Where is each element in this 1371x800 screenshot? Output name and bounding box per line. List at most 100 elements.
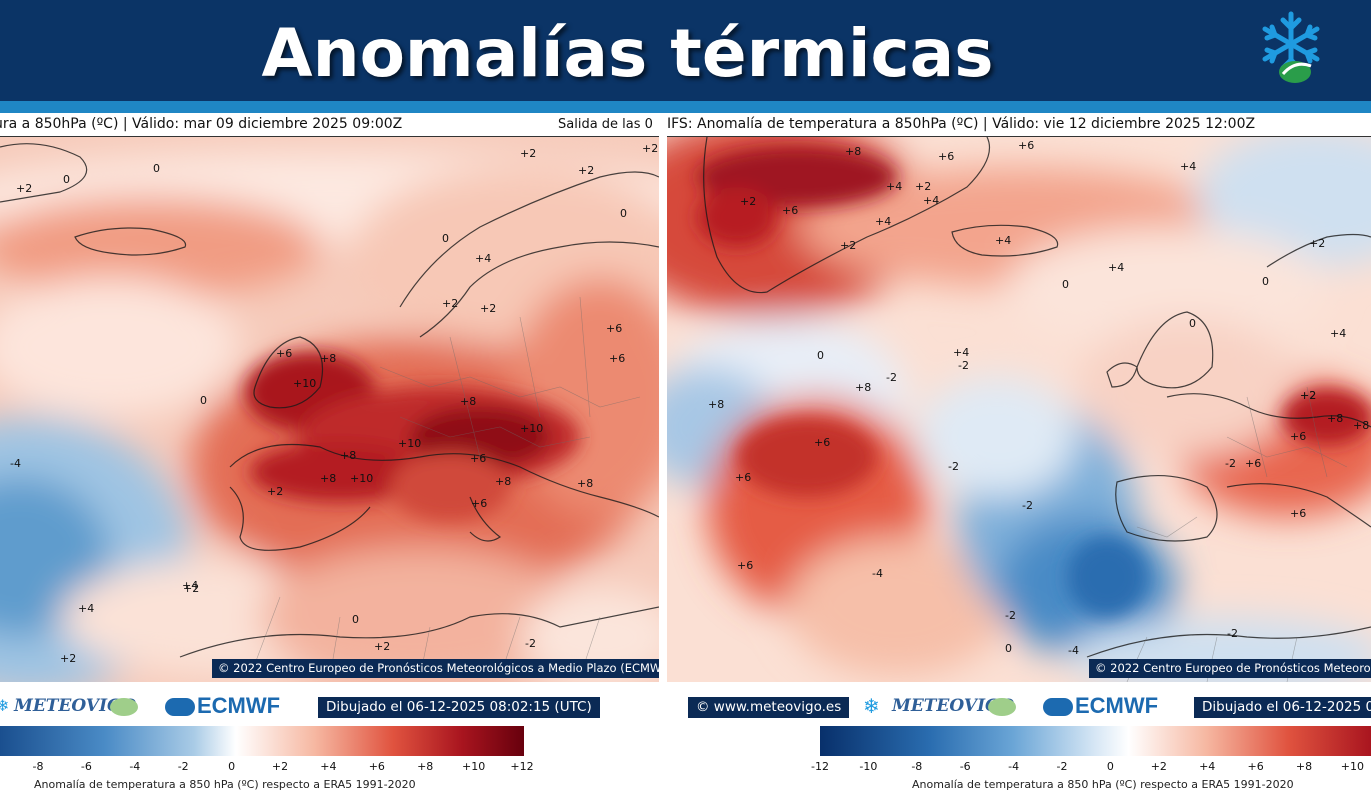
contour-label: 0	[352, 613, 359, 626]
contour-label: +8	[460, 395, 476, 408]
contour-label: +2	[442, 297, 458, 310]
colorbar-tick-label: -4	[129, 760, 141, 773]
contour-label: +6	[606, 322, 622, 335]
colorbar-tick-label: +4	[320, 760, 337, 773]
colorbar-right	[820, 726, 1371, 756]
contour-label: +4	[182, 579, 198, 592]
title-banner	[0, 0, 1371, 101]
contour-label: -2	[1227, 627, 1238, 640]
ecmwf-logo: ECMWF	[197, 693, 281, 718]
snowflake-icon: ❄	[863, 694, 880, 718]
contour-label: +10	[350, 472, 373, 485]
anomaly-map-right: +8 +6 +6 +2 +6 +4 +4 +2 +2 +4 +4 +4 +4 +2 0 0 0 0 +4 -2 -2 +8…	[667, 137, 1371, 682]
drawn-date-right: Dibujado el 06-12-2025 08:02:15 (UTC)	[1194, 697, 1371, 718]
leaf-icon	[988, 698, 1016, 716]
colorbar-left	[0, 726, 524, 756]
colorbar-tick-label: 0	[1106, 760, 1114, 773]
contour-label: +4	[1180, 160, 1196, 173]
banner-stripe	[0, 101, 1371, 113]
contour-label: +4	[875, 215, 891, 228]
panel-divider	[659, 113, 667, 682]
contour-label: 0	[1005, 642, 1012, 655]
colorbar-tick-label: 0	[228, 760, 236, 773]
contour-label: +2	[915, 180, 931, 193]
contour-label: 0	[1062, 278, 1069, 291]
contour-label: +2	[520, 147, 536, 160]
colorbar-tick-label: +10	[1340, 760, 1364, 773]
colorbar-tick-label: -8	[32, 760, 44, 773]
contour-label: +8	[1327, 412, 1343, 425]
contour-label: -2	[525, 637, 536, 650]
anomaly-map-left: +2 +2 0 +2 +2 0 0 0 +4 +2 +2 +6 +6 +8 +10 +6 0 +8 +10 +10 +8…	[0, 137, 659, 682]
colorbar-tick-label: +2	[1150, 760, 1167, 773]
panel-header-left: ura a 850hPa (ºC) | Válido: mar 09 dicie…	[0, 113, 659, 137]
contour-label: +2	[267, 485, 283, 498]
contour-label: 0	[1262, 275, 1269, 288]
contour-label: -2	[1225, 457, 1236, 470]
colorbar-tick-label: -8	[911, 760, 923, 773]
contour-label: +2	[840, 239, 856, 252]
contour-label: +2	[1300, 389, 1316, 402]
map-panel-right: IFS: Anomalía de temperatura a 850hPa (º…	[667, 113, 1371, 682]
contour-label: +2	[740, 195, 756, 208]
colorbar-tick-label: -2	[177, 760, 189, 773]
contour-label: +10	[398, 437, 421, 450]
contour-label: +6	[737, 559, 753, 572]
colorbar-tick-label: +10	[461, 760, 486, 773]
contour-label: +8	[855, 381, 871, 394]
contour-label: +4	[78, 602, 94, 615]
contour-label: +2	[642, 142, 658, 155]
contour-label: +2	[374, 640, 390, 653]
contour-label: +4	[923, 194, 939, 207]
colorbar-tick-label: -6	[80, 760, 92, 773]
colorbar-label-right: Anomalía de temperatura a 850 hPa (ºC) r…	[912, 778, 1294, 791]
contour-label: +2	[16, 182, 32, 195]
contour-label: +6	[470, 452, 486, 465]
colorbar-tick-label: -6	[959, 760, 971, 773]
contour-label: +2	[578, 164, 594, 177]
copyright-left: © 2022 Centro Europeo de Pronósticos Met…	[212, 659, 659, 678]
contour-label: +8	[320, 352, 336, 365]
contour-label: +8	[708, 398, 724, 411]
contour-label: +6	[1018, 139, 1034, 152]
colorbar-ticks-right: -12 -10 -8 -6 -4 -2 0 +2 +4 +6 +8 +10	[811, 760, 1371, 776]
contour-label: +10	[520, 422, 543, 435]
contour-label: +6	[1290, 430, 1306, 443]
contour-label: +4	[995, 234, 1011, 247]
contour-label: +10	[293, 377, 316, 390]
contour-label: 0	[1189, 317, 1196, 330]
colorbar-tick-label: +12	[510, 760, 534, 773]
contour-label: +6	[471, 497, 487, 510]
run-label-left: Salida de las 0	[558, 117, 653, 132]
contour-label: +6	[782, 204, 798, 217]
leaf-icon	[110, 698, 138, 716]
contour-label: -4	[872, 567, 883, 580]
contour-label: -4	[1068, 644, 1079, 657]
contour-label: +4	[1330, 327, 1346, 340]
map-panel-left: ura a 850hPa (ºC) | Válido: mar 09 dicie…	[0, 113, 659, 682]
ecmwf-logo: ECMWF	[1075, 693, 1159, 718]
contour-label: -4	[10, 457, 21, 470]
contour-label: -2	[1022, 499, 1033, 512]
contour-label: +6	[814, 436, 830, 449]
drawn-date-left: Dibujado el 06-12-2025 08:02:15 (UTC)	[318, 697, 600, 718]
contour-label: -2	[948, 460, 959, 473]
colorbar-tick-label: +8	[417, 760, 434, 773]
contour-label: +8	[845, 145, 861, 158]
footer-left: ❄ METEOVIGO ECMWF	[0, 688, 659, 724]
colorbar-tick-label: +6	[368, 760, 385, 773]
contour-label: -2	[1005, 609, 1016, 622]
contour-label: +4	[953, 346, 969, 359]
contour-label: +2	[183, 582, 199, 595]
contour-label: +6	[1245, 457, 1261, 470]
colorbar-ticks-left: -8 -6 -4 -2 0 +2 +4 +6 +8 +10 +12	[0, 760, 540, 776]
footer-right: ❄ METEOVIGO ECMWF	[860, 688, 1190, 724]
website-link[interactable]: © www.meteovigo.es	[688, 697, 850, 718]
ecmwf-symbol-icon	[165, 698, 195, 716]
snowflake-icon: ❄	[0, 696, 10, 715]
contour-label: +4	[886, 180, 902, 193]
colorbar-tick-label: +6	[1247, 760, 1264, 773]
page-title: Anomalías térmicas	[261, 15, 994, 92]
contour-label: 0	[442, 232, 449, 245]
contour-label: -2	[958, 359, 969, 372]
